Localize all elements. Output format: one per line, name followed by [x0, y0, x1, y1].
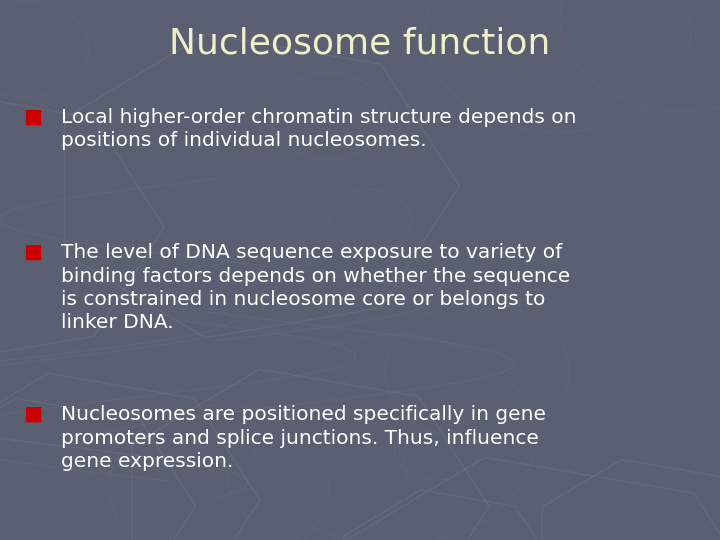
Text: Local higher-order chromatin structure depends on
positions of individual nucleo: Local higher-order chromatin structure d…	[61, 108, 577, 151]
Text: ■: ■	[23, 108, 42, 127]
Text: The level of DNA sequence exposure to variety of
binding factors depends on whet: The level of DNA sequence exposure to va…	[61, 243, 570, 333]
Text: Nucleosomes are positioned specifically in gene
promoters and splice junctions. : Nucleosomes are positioned specifically …	[61, 405, 546, 471]
Text: Nucleosome function: Nucleosome function	[169, 27, 551, 61]
Text: ■: ■	[23, 405, 42, 424]
Text: ■: ■	[23, 243, 42, 262]
